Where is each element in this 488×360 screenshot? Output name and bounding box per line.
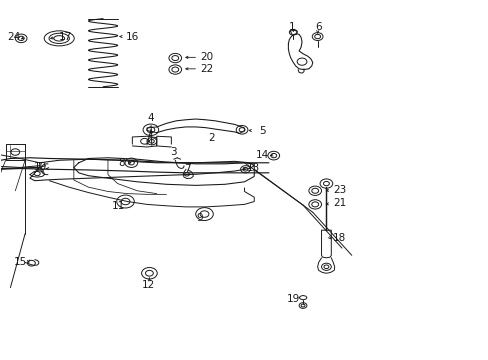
Text: 21: 21 — [332, 198, 346, 208]
Text: 1: 1 — [288, 22, 294, 32]
Text: 22: 22 — [200, 64, 213, 74]
Text: 7: 7 — [183, 164, 190, 174]
Text: 20: 20 — [200, 52, 213, 62]
Text: 2: 2 — [207, 133, 214, 143]
Text: 12: 12 — [142, 280, 155, 290]
Text: 9: 9 — [196, 213, 203, 222]
Text: 16: 16 — [125, 32, 139, 41]
Text: 24: 24 — [8, 32, 21, 41]
Text: 3: 3 — [170, 147, 177, 157]
Text: 13: 13 — [246, 163, 259, 173]
Text: 18: 18 — [332, 233, 346, 243]
Text: 8: 8 — [118, 158, 124, 168]
Text: 5: 5 — [258, 126, 265, 135]
Text: 17: 17 — [58, 32, 72, 41]
Text: 19: 19 — [286, 294, 299, 304]
Text: 6: 6 — [315, 22, 321, 32]
Text: 23: 23 — [332, 185, 346, 195]
Text: 4: 4 — [147, 113, 153, 123]
Text: 14: 14 — [255, 150, 268, 160]
Text: 11: 11 — [112, 201, 125, 211]
Text: 15: 15 — [14, 257, 27, 267]
Text: 10: 10 — [34, 162, 47, 172]
